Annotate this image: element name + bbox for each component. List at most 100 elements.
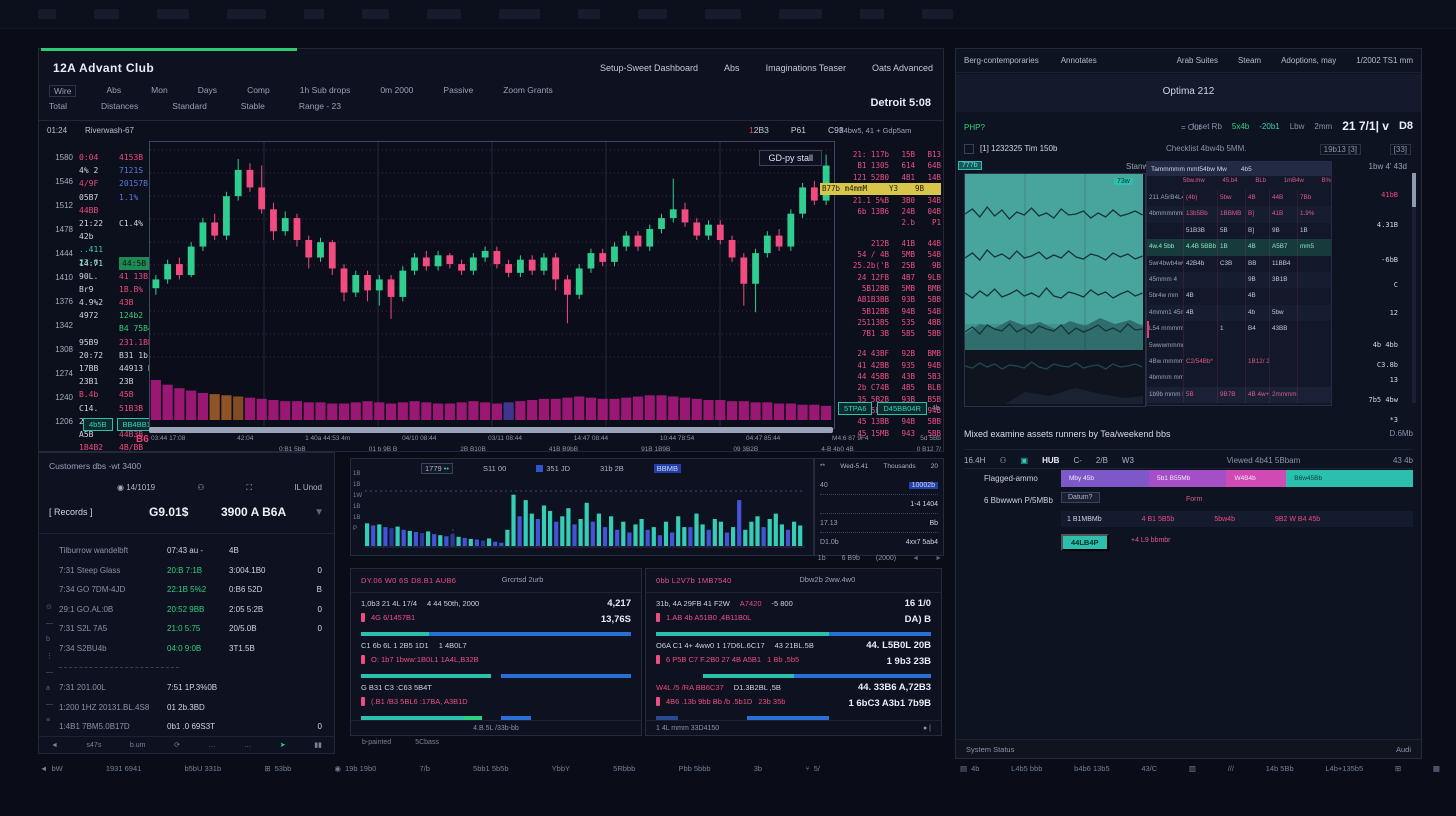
topbar-icon[interactable] bbox=[304, 9, 324, 19]
datum-button[interactable]: Datum? bbox=[1061, 492, 1100, 503]
table-footer-toolbar[interactable]: ◄ s47s b.um ⟳ … … ➤ ▮▮ bbox=[39, 736, 334, 753]
table-header-icon[interactable]: ⚇ bbox=[197, 483, 205, 492]
orderbook-row[interactable]: Br9 1B.B% bbox=[79, 283, 185, 296]
tape-row[interactable]: 21.1 5%B 3B0 34B bbox=[838, 195, 941, 206]
grid-row[interactable]: L54 mmmm5 1 B4 43BB bbox=[1147, 321, 1331, 338]
nav-item[interactable]: Zoom Grants bbox=[503, 85, 553, 95]
orderbook-row[interactable]: 20:72 B31 1b bbox=[79, 349, 185, 362]
menu-item[interactable]: Berg-contemporaries bbox=[964, 56, 1039, 65]
orderbook-row[interactable]: 44BB bbox=[79, 204, 185, 217]
tape-row[interactable]: 35 5B2B 93B B5B bbox=[838, 394, 941, 405]
card-footer-right[interactable]: ● | bbox=[923, 724, 931, 732]
tape-row[interactable]: 24 43BF 92B BMB bbox=[838, 348, 941, 359]
orderbook-row[interactable]: 23B1 23B bbox=[79, 375, 185, 388]
nav-item[interactable]: Total bbox=[49, 101, 67, 111]
status-item[interactable]: b4b6 13b5 bbox=[1074, 764, 1109, 773]
market-grid[interactable]: Tammmmm mmt54bw Mw 4b5 5bw.mw 45.b4 BLb 1mB… bbox=[1146, 161, 1332, 406]
orderbook-row[interactable]: B4 75B4 bbox=[79, 322, 185, 335]
section-toolbar[interactable]: 16.4H ⚇ ▣ HUB C- 2/B W3 Viewed 4b41 5Bbam 43 4b bbox=[964, 449, 1413, 469]
top-menu-item[interactable]: Abs bbox=[724, 63, 740, 73]
menu-item[interactable]: Arab Suites bbox=[1176, 56, 1218, 65]
topbar-icon[interactable] bbox=[499, 9, 540, 19]
status-item[interactable]: 43/C bbox=[1141, 764, 1157, 773]
tape-row[interactable]: 6b 13B6 24B 04B bbox=[838, 206, 941, 217]
footer-tool[interactable]: ➤ bbox=[279, 742, 286, 749]
tape-row[interactable]: 24 12FB 4B7 9LB bbox=[838, 272, 941, 283]
table-row[interactable]: 1:4B1 7BM5.0B17D 0b1 .0 69S3T 0 bbox=[59, 717, 322, 737]
candlestick-chart[interactable]: GD-py stall bbox=[149, 141, 835, 429]
status-item[interactable]: ▦ bbox=[1433, 764, 1440, 773]
topbar-icon[interactable] bbox=[362, 9, 389, 19]
tape-row[interactable]: 5B12BB 5MB BMB bbox=[838, 283, 941, 294]
nav-item[interactable]: 1h Sub drops bbox=[299, 85, 351, 95]
footer-tool[interactable]: ◄ bbox=[51, 741, 58, 749]
tape-row[interactable]: 45 15MB 943 5BB bbox=[838, 428, 941, 439]
footer-tool[interactable]: s47s bbox=[86, 741, 102, 749]
tape-row[interactable]: 121 52B0 4B1 14B bbox=[838, 172, 941, 183]
status-item[interactable]: Pbb 5bbb bbox=[678, 764, 710, 773]
nav-item[interactable]: Distances bbox=[100, 101, 139, 111]
nav-item[interactable]: Passive bbox=[443, 85, 474, 95]
orderbook-row[interactable]: C14. 51B3B bbox=[79, 402, 185, 415]
filter-icon[interactable]: ▼ bbox=[314, 506, 324, 518]
table-row[interactable]: 1:200 1HZ 20131.BL.4S8 01 2b.3BD bbox=[59, 698, 322, 718]
topbar-icon[interactable] bbox=[157, 9, 189, 19]
orderbook-row[interactable]: 95B9 231.1BB bbox=[79, 336, 185, 349]
status-item[interactable]: ⑂ 5/ bbox=[805, 764, 820, 773]
nav-item[interactable]: Mon bbox=[151, 85, 168, 95]
tape-button[interactable]: D45BB04R bbox=[877, 402, 927, 415]
grid-column-header[interactable]: 45.b4 bbox=[1222, 178, 1238, 184]
tape-row[interactable]: 44 45BB 43B 5B3 bbox=[838, 371, 941, 382]
grid-row[interactable]: 5br4w mm 4B 4B bbox=[1147, 288, 1331, 305]
footer-tool[interactable]: ▮▮ bbox=[314, 742, 322, 749]
table-row[interactable]: 7:34 S2BU4b 04:0 9:0B 3T1.5B bbox=[59, 639, 322, 659]
status-item[interactable]: ▤ 4b bbox=[960, 764, 979, 773]
topbar-icon[interactable] bbox=[779, 9, 822, 19]
orderbook-row[interactable]: 21:22 C1.4% bbox=[79, 217, 185, 230]
nav-item[interactable]: Days bbox=[197, 85, 218, 95]
table-header-icon[interactable]: IL Unod bbox=[294, 483, 322, 492]
status-item[interactable]: 5Rbbb bbox=[613, 764, 635, 773]
tape-row[interactable]: 212B 41B 44B bbox=[838, 238, 941, 249]
topbar-icon[interactable] bbox=[860, 9, 884, 19]
section-tool[interactable]: ⚇ bbox=[999, 455, 1007, 465]
status-item[interactable]: ⊞ bbox=[1395, 764, 1401, 773]
status-item[interactable]: YbbY bbox=[552, 764, 570, 773]
tape-row[interactable]: 25.2b('B 25B 9B bbox=[838, 260, 941, 271]
chart-scrollbar[interactable] bbox=[149, 427, 833, 433]
section-tool[interactable]: HUB bbox=[1042, 455, 1060, 465]
tape-button[interactable]: 5TPA6 bbox=[838, 402, 873, 415]
section-tool[interactable]: 2/B bbox=[1095, 455, 1108, 465]
nav-item[interactable]: Stable bbox=[240, 101, 265, 111]
status-item[interactable]: 7/b bbox=[419, 764, 429, 773]
section-tool[interactable]: ▣ bbox=[1020, 455, 1029, 465]
grid-row[interactable]: 4bmmm mm bbox=[1147, 370, 1331, 387]
section-tool[interactable]: 16.4H bbox=[964, 455, 986, 465]
status-item[interactable]: ◉ 19b 19b0 bbox=[334, 764, 376, 773]
orderbook-row[interactable]: 05B7 1.1% bbox=[79, 191, 185, 204]
status-item[interactable]: L4b+135b5 bbox=[1325, 764, 1363, 773]
tape-row[interactable]: 25113B5 535 4BB bbox=[838, 317, 941, 328]
status-item[interactable]: /// bbox=[1228, 764, 1234, 773]
volume-histogram-panel[interactable]: 1B 1B 1W 1B 1B P 1779 •• S11 00 351 JD 31b 2B BBM… bbox=[350, 458, 814, 556]
grid-scrollbar[interactable] bbox=[1412, 173, 1416, 403]
topbar-icon[interactable] bbox=[38, 9, 56, 19]
chart-tab[interactable]: C93 bbox=[827, 125, 844, 135]
table-row[interactable]: 7:34 GO 7DM-4JD 22:1B 5%2 0:B6 52D B bbox=[59, 580, 322, 600]
chart-tab[interactable]: 12B3 bbox=[749, 125, 769, 135]
histogram-label[interactable]: 351 JD bbox=[536, 464, 570, 473]
footer-tool[interactable]: ⟳ bbox=[174, 742, 180, 749]
orderbook-list[interactable]: 0:04 4153B 4% 2 7121S 4/9F 20157B 332 05B7 1.1%… bbox=[79, 151, 185, 468]
table-row[interactable]: Tilburrow wandelbft 07:43 au - 4B bbox=[59, 541, 322, 561]
table-row[interactable]: 7:31 S2L 7A5 21:0 5:75 20/5.0B 0 bbox=[59, 619, 322, 639]
grid-search-bar[interactable]: Tammmmm mmt54bw Mw 4b5 bbox=[1147, 162, 1331, 176]
orderbook-row[interactable]: 0:04 4153B bbox=[79, 151, 185, 164]
row-checkbox[interactable] bbox=[964, 144, 974, 154]
menu-item[interactable]: Adoptions, may bbox=[1281, 56, 1337, 65]
menu-item[interactable]: 1/2002 TS1 mm bbox=[1356, 56, 1413, 65]
nav-item[interactable]: Wire bbox=[49, 85, 77, 97]
tape-row[interactable]: 45 13BB 94B 5BB bbox=[838, 416, 941, 427]
